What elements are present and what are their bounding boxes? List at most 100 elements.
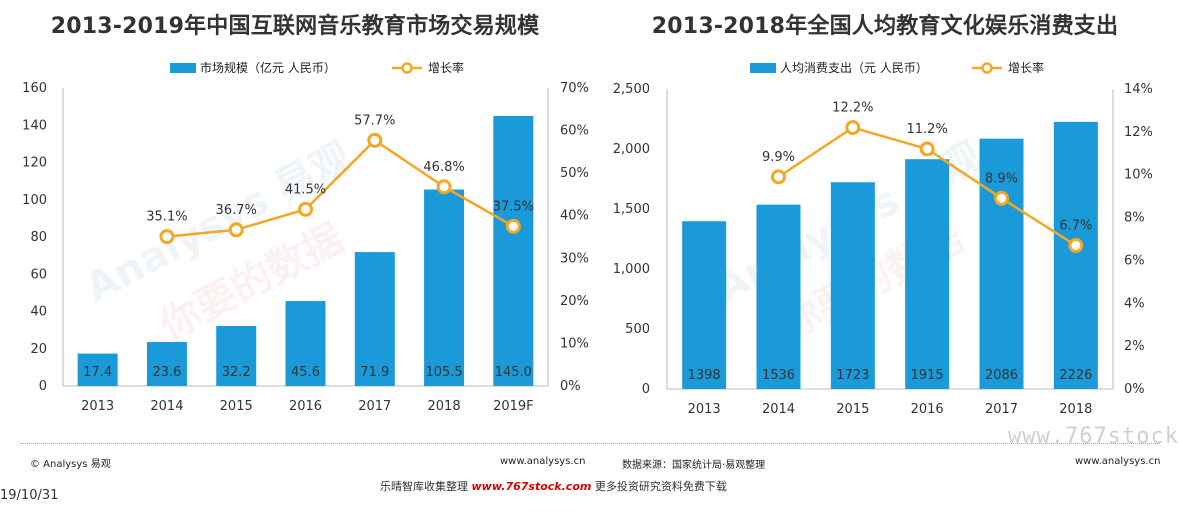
- legend-bar-label: 人均消费支出（元 人民币）: [780, 61, 928, 75]
- x-tick-label: 2018: [1059, 402, 1092, 417]
- y-tick-label-left: 1,500: [613, 202, 650, 217]
- bar-data-label: 145.0: [495, 365, 532, 380]
- x-tick-label: 2014: [762, 402, 795, 417]
- growth-point: [994, 190, 1009, 206]
- y-tick-label-left: 2,000: [613, 142, 650, 157]
- y-tick-label-right: 40%: [560, 209, 589, 224]
- growth-point: [159, 229, 175, 245]
- y-tick-label-right: 20%: [560, 294, 589, 309]
- bar: [424, 189, 465, 386]
- x-tick-label: 2016: [911, 402, 944, 417]
- y-tick-label-right: 12%: [1124, 125, 1153, 140]
- legend-line-label: 增长率: [1008, 60, 1044, 75]
- x-tick-label: 2016: [289, 399, 322, 414]
- y-tick-label-left: 2,500: [613, 82, 650, 97]
- x-tick-label: 2013: [81, 399, 114, 414]
- y-tick-label-left: 500: [625, 322, 650, 337]
- y-tick-label-right: 10%: [560, 336, 589, 351]
- chart-title-right: 2013-2018年全国人均教育文化娱乐消费支出: [651, 14, 1119, 39]
- bar-data-label: 45.6: [291, 365, 320, 380]
- x-tick-label: 2017: [358, 399, 391, 414]
- y-tick-label-left: 1,000: [613, 262, 650, 277]
- legend-line-marker: [981, 62, 993, 74]
- y-tick-label-left: 40: [30, 305, 47, 320]
- footer-date: 19/10/31: [0, 488, 59, 503]
- bar: [146, 342, 187, 386]
- bar: [285, 301, 326, 386]
- bar-data-label: 17.4: [83, 365, 112, 380]
- bar: [493, 115, 534, 386]
- bar: [756, 204, 801, 389]
- legend-line-label: 增长率: [428, 60, 464, 75]
- y-tick-label-right: 10%: [1124, 168, 1153, 183]
- legend-bar-swatch: [170, 63, 196, 73]
- footer-promo: 乐晴智库收集整理 www.767stock.com 更多投资研究资料免费下载: [380, 478, 727, 494]
- bar: [682, 221, 727, 389]
- y-tick-label-left: 120: [22, 156, 47, 171]
- bar-data-label: 1398: [688, 368, 721, 383]
- growth-data-label: 57.7%: [354, 113, 395, 128]
- growth-point: [919, 141, 935, 157]
- growth-data-label: 6.7%: [1059, 218, 1092, 233]
- x-tick-label: 2015: [220, 399, 253, 414]
- y-tick-label-right: 70%: [560, 81, 589, 96]
- x-tick-label: 2013: [688, 402, 721, 417]
- growth-point: [298, 201, 313, 217]
- y-tick-label-left: 80: [30, 230, 47, 245]
- bar-data-label: 2226: [1059, 368, 1092, 383]
- y-tick-label-left: 140: [22, 118, 47, 133]
- growth-data-label: 37.5%: [493, 199, 534, 214]
- y-tick-label-right: 6%: [1124, 253, 1145, 268]
- y-tick-label-left: 160: [22, 81, 47, 96]
- growth-data-label: 8.9%: [985, 171, 1018, 186]
- legend-bar-label: 市场规模（亿元 人民币）: [200, 60, 336, 75]
- growth-data-label: 9.9%: [762, 150, 795, 165]
- bar: [354, 252, 395, 386]
- bar: [77, 353, 118, 386]
- promo-text-before: 乐晴智库收集整理: [380, 480, 468, 493]
- growth-data-label: 46.8%: [423, 160, 464, 175]
- growth-point: [771, 169, 786, 185]
- watermark-site: www.767stock.: [1008, 424, 1180, 449]
- growth-point: [436, 179, 452, 195]
- footer-source: 数据来源：国家统计局·易观整理: [622, 460, 766, 471]
- y-tick-label-right: 2%: [1124, 339, 1145, 354]
- growth-line: [166, 138, 514, 238]
- legend-bar-swatch: [750, 63, 776, 73]
- growth-data-label: 36.7%: [216, 203, 257, 218]
- promo-text-after: 更多投资研究资料免费下载: [594, 480, 727, 493]
- legend-line-marker: [401, 62, 413, 74]
- chart-per-capita-spending: 0 500 1,000 1,500 2,000 2,500 0% 2% 4% 6% 8% 10% 12%…: [613, 60, 1153, 417]
- bar-data-label: 23.6: [152, 365, 181, 380]
- bar-data-label: 2086: [985, 368, 1018, 383]
- bar: [979, 138, 1024, 389]
- growth-point: [228, 222, 244, 238]
- y-tick-label-right: 14%: [1124, 82, 1153, 97]
- chart-market-size: 0 20 40 60 80 100 120 140 160 0% 10% 20% 30% 40% 50% 60…: [22, 60, 589, 414]
- y-tick-label-left: 20: [30, 342, 47, 357]
- y-tick-label-right: 4%: [1124, 296, 1145, 311]
- growth-data-label: 35.1%: [146, 210, 187, 225]
- y-tick-label-right: 0%: [1124, 382, 1145, 397]
- footer-url-left[interactable]: www.analysys.cn: [500, 456, 586, 467]
- y-tick-label-right: 0%: [560, 379, 581, 394]
- bar-data-label: 1915: [911, 368, 944, 383]
- bar: [830, 182, 875, 389]
- bar: [905, 159, 950, 389]
- growth-point: [845, 120, 861, 136]
- chart-title-left: 2013-2019年中国互联网音乐教育市场交易规模: [50, 14, 540, 39]
- y-tick-label-right: 8%: [1124, 211, 1145, 226]
- y-tick-label-left: 0: [642, 382, 650, 397]
- footer-divider: [20, 443, 1160, 444]
- bar-data-label: 1536: [762, 368, 795, 383]
- y-tick-label-left: 60: [30, 267, 47, 282]
- y-tick-label-right: 50%: [560, 166, 589, 181]
- y-tick-label-right: 30%: [560, 251, 589, 266]
- y-tick-label-left: 100: [22, 193, 47, 208]
- growth-data-label: 41.5%: [285, 182, 326, 197]
- growth-point: [1068, 237, 1084, 253]
- x-tick-label: 2018: [428, 399, 461, 414]
- footer-url-right[interactable]: www.analysys.cn: [1075, 456, 1161, 467]
- x-tick-label: 2019F: [493, 399, 534, 414]
- promo-site-link[interactable]: www.767stock.com: [471, 480, 592, 493]
